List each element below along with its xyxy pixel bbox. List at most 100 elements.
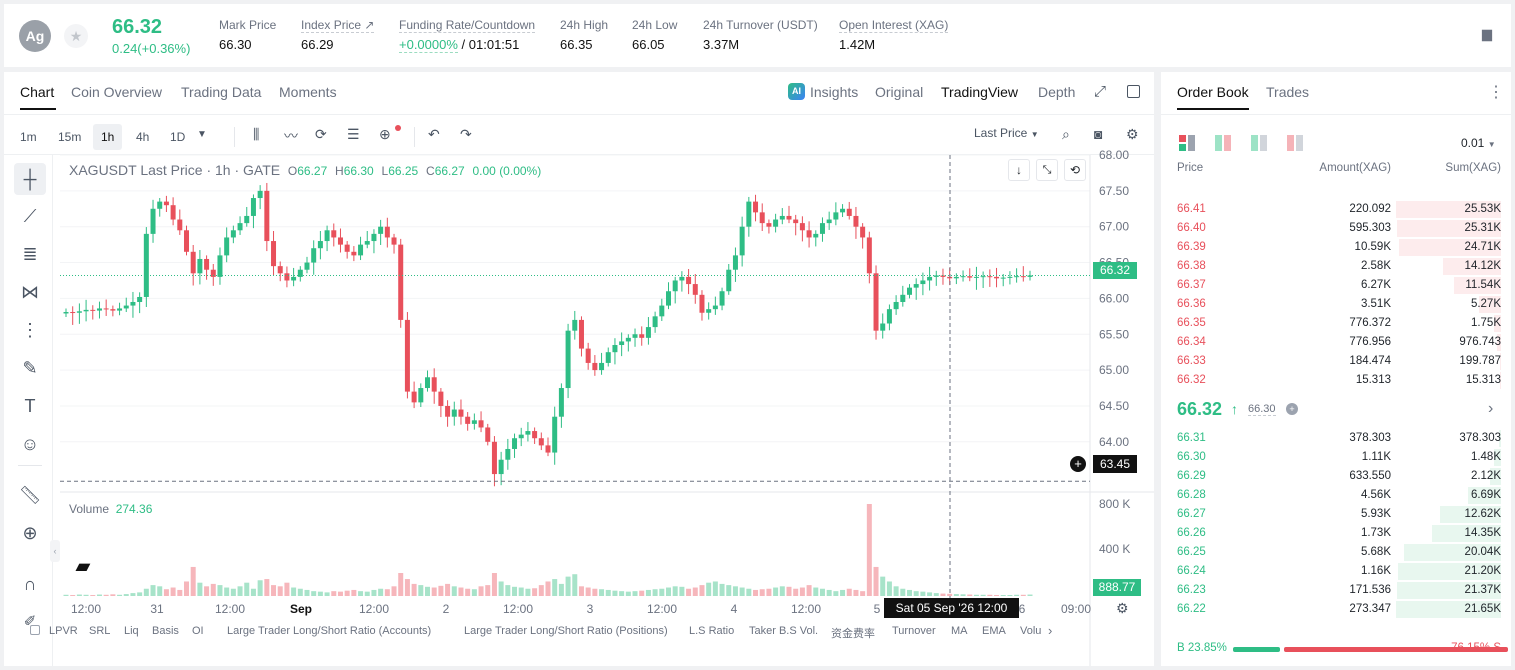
prediction-tool-icon[interactable]: ⋮ [21,320,39,340]
camera-icon[interactable]: ◙ [1094,126,1103,142]
bid-row[interactable]: 66.31 378.303 378.303 [1161,429,1511,448]
ask-row[interactable]: 66.39 10.59K 24.71K [1161,238,1511,257]
candle-body [230,230,236,238]
ruler-tool-icon[interactable]: 📏︎ [18,485,42,505]
precision-select[interactable]: 0.01 ▼ [1461,136,1496,150]
ask-row[interactable]: 66.33 184.474 199.787 [1161,352,1511,371]
tab-trades[interactable]: Trades [1266,84,1310,100]
timeframe-1d[interactable]: 1D [170,130,186,144]
indicator-basis[interactable]: Basis [152,625,179,637]
indicator-liq[interactable]: Liq [124,625,139,637]
settings-gear-icon[interactable]: ⚙ [1126,126,1139,142]
trendline-tool-icon[interactable]: ⟋ [23,206,37,226]
bid-row[interactable]: 66.22 273.347 21.65K [1161,600,1511,619]
replay-icon[interactable]: ⟳ [315,126,327,142]
tab-order-book[interactable]: Order Book [1177,84,1249,100]
indicator-ls-positions[interactable]: Large Trader Long/Short Ratio (Positions… [464,625,668,637]
indicator-lpvr[interactable]: LPVR [49,625,78,637]
bid-row[interactable]: 66.27 5.93K 12.62K [1161,505,1511,524]
refresh-icon[interactable]: ⟲ [1064,159,1086,181]
indicator-turnover[interactable]: Turnover [892,625,936,637]
stat-open-interest[interactable]: Open Interest (XAG) 1.42M [839,18,949,52]
indicator-ls-ratio[interactable]: L.S Ratio [689,625,735,637]
window-icon[interactable] [1127,85,1140,98]
asks-only-view-icon[interactable] [1287,135,1303,151]
timeframe-dropdown-icon[interactable]: ▼ [197,129,207,140]
add-alert-icon[interactable]: ⊕ [379,126,391,142]
indicator-ma[interactable]: MA [951,625,968,637]
chevron-right-icon[interactable]: › [1488,400,1494,417]
indicators-icon[interactable]: 〰 [284,128,298,144]
more-options-icon[interactable]: ⋮ [1488,84,1504,101]
undo-icon[interactable]: ↶ [428,126,440,142]
templates-icon[interactable]: ☰ [347,126,360,142]
notebook-icon[interactable]: ▆ [1482,26,1492,41]
scroll-down-icon[interactable]: ↓ [1008,159,1030,181]
bid-row[interactable]: 66.23 171.536 21.37K [1161,581,1511,600]
ask-row[interactable]: 66.32 15.313 15.313 [1161,371,1511,390]
candle-type-icon[interactable]: ⫼ [253,126,260,142]
expand-icon[interactable]: ⤢ [1094,83,1107,100]
bid-row[interactable]: 66.25 5.68K 20.04K [1161,543,1511,562]
tab-depth[interactable]: Depth [1038,84,1076,100]
bid-row[interactable]: 66.30 1.11K 1.48K [1161,448,1511,467]
split-view-icon[interactable] [1215,135,1231,151]
zoom-tool-icon[interactable]: ⊕ [22,523,38,543]
tab-insights[interactable]: Insights [810,84,859,100]
indicator-ema[interactable]: EMA [982,625,1006,637]
bid-row[interactable]: 66.28 4.56K 6.69K [1161,486,1511,505]
search-icon[interactable]: ⌕ [1062,126,1070,142]
timeframe-15m[interactable]: 15m [58,130,82,144]
timeframe-4h[interactable]: 4h [136,130,150,144]
emoji-tool-icon[interactable]: ☺ [20,434,40,454]
candle-body [451,409,457,417]
indicator-volume[interactable]: Volu [1020,625,1042,637]
indicator-oi[interactable]: OI [192,625,204,637]
ask-row[interactable]: 66.40 595.303 25.31K [1161,219,1511,238]
price-mode-select[interactable]: Last Price ▼ [974,126,1039,140]
tab-coin-overview[interactable]: Coin Overview [71,84,163,100]
candle-body [907,287,912,295]
ask-row[interactable]: 66.38 2.58K 14.12K [1161,257,1511,276]
brush-tool-icon[interactable]: ✎ [22,358,38,378]
axis-settings-icon[interactable]: ⚙ [1116,600,1129,616]
indicator-funding-rate[interactable]: 资金费率 [831,628,875,640]
indicator-srl[interactable]: SRL [89,625,111,637]
crosshair-tool-icon[interactable]: ┼ [14,163,46,195]
info-icon[interactable]: + [1286,403,1298,415]
ask-row[interactable]: 66.37 6.27K 11.54K [1161,276,1511,295]
collapse-icon[interactable]: ⤡ [1036,159,1058,181]
stat-funding-rate[interactable]: Funding Rate/Countdown +0.0000% / 01:01:… [399,18,536,53]
bid-row[interactable]: 66.26 1.73K 14.35K [1161,524,1511,543]
bids-only-view-icon[interactable] [1251,135,1267,151]
ask-row[interactable]: 66.35 776.372 1.75K [1161,314,1511,333]
indicator-toggle-icon[interactable] [30,625,40,635]
both-sides-view-icon[interactable] [1179,135,1195,151]
stat-index-price[interactable]: Index Price ↗ 66.29 [301,18,375,52]
tab-chart[interactable]: Chart [20,84,55,100]
tab-original[interactable]: Original [875,84,924,100]
tab-moments[interactable]: Moments [279,84,337,100]
bid-row[interactable]: 66.29 633.550 2.12K [1161,467,1511,486]
pattern-tool-icon[interactable]: ⋈ [21,282,39,302]
price-chart[interactable]: 68.0067.5067.0066.5066.0065.5065.0064.50… [4,72,1154,666]
magnet-tool-icon[interactable]: ∩ [23,574,37,594]
timeframe-1h[interactable]: 1h [93,124,123,150]
fib-tool-icon[interactable]: ≣ [22,244,38,264]
text-tool-icon[interactable]: T [24,396,36,416]
indicators-more-icon[interactable]: › [1048,623,1053,638]
tab-tradingview[interactable]: TradingView [941,84,1019,100]
ask-row[interactable]: 66.41 220.092 25.53K [1161,200,1511,219]
candle-body [197,258,203,274]
ask-row[interactable]: 66.34 776.956 976.743 [1161,333,1511,352]
bid-row[interactable]: 66.24 1.16K 21.20K [1161,562,1511,581]
favorite-star-icon[interactable]: ★ [64,24,88,48]
ask-row[interactable]: 66.36 3.51K 5.27K [1161,295,1511,314]
indicator-taker-vol[interactable]: Taker B.S Vol. [749,625,819,637]
indicator-ls-accounts[interactable]: Large Trader Long/Short Ratio (Accounts) [227,625,432,637]
collapse-toolbar-icon[interactable]: ‹ [50,540,60,562]
tab-trading-data[interactable]: Trading Data [181,84,262,100]
add-order-icon[interactable]: + [1070,456,1086,472]
timeframe-1m[interactable]: 1m [20,130,37,144]
redo-icon[interactable]: ↷ [460,126,472,142]
